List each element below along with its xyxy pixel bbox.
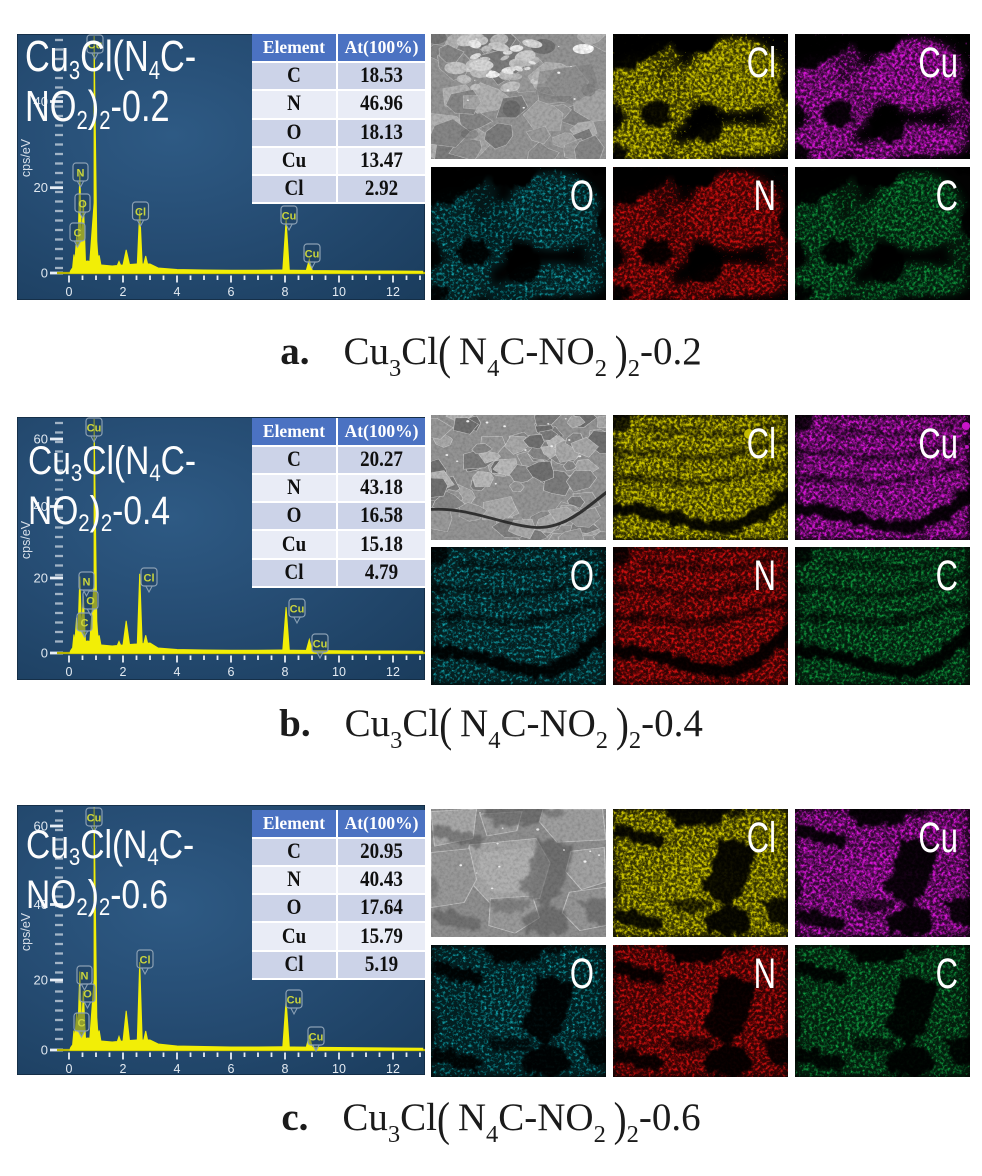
svg-text:O: O	[570, 551, 594, 599]
svg-text:Cu3Cl(N4C-: Cu3Cl(N4C-	[28, 438, 196, 486]
svg-text:C: C	[936, 551, 958, 599]
svg-text:2: 2	[120, 665, 127, 679]
svg-text:8: 8	[282, 285, 289, 299]
svg-text:40: 40	[34, 499, 48, 514]
svg-text:12: 12	[386, 285, 400, 299]
svg-text:NO2)2-0.4: NO2)2-0.4	[28, 488, 170, 536]
svg-text:40: 40	[34, 94, 48, 109]
svg-text:10: 10	[332, 285, 346, 299]
svg-text:N: N	[754, 551, 776, 599]
svg-text:12: 12	[386, 665, 400, 679]
svg-text:N: N	[77, 168, 85, 180]
svg-text:cps/eV: cps/eV	[19, 138, 33, 177]
svg-text:10: 10	[332, 1062, 346, 1075]
svg-text:Cu: Cu	[918, 419, 958, 467]
svg-text:6: 6	[228, 1062, 235, 1075]
svg-text:Cl: Cl	[140, 955, 151, 967]
svg-text:Cu: Cu	[290, 604, 305, 616]
svg-text:20: 20	[34, 571, 48, 586]
svg-text:Cu: Cu	[918, 812, 958, 860]
svg-text:0: 0	[66, 665, 73, 679]
svg-text:6: 6	[228, 665, 235, 679]
svg-text:10: 10	[332, 665, 346, 679]
svg-text:Cu: Cu	[287, 995, 302, 1007]
svg-text:NO2)2-0.6: NO2)2-0.6	[26, 872, 168, 920]
svg-text:0: 0	[41, 646, 48, 661]
svg-text:O: O	[570, 170, 594, 218]
svg-text:12: 12	[386, 1062, 400, 1075]
svg-text:20: 20	[34, 180, 48, 195]
svg-text:0: 0	[66, 285, 73, 299]
svg-text:8: 8	[282, 665, 289, 679]
svg-text:Cu: Cu	[313, 639, 328, 651]
svg-text:4: 4	[174, 285, 181, 299]
svg-text:Cu: Cu	[305, 249, 320, 261]
svg-text:Cu: Cu	[88, 40, 103, 52]
svg-text:O: O	[78, 199, 87, 211]
svg-text:Cu: Cu	[309, 1032, 324, 1044]
svg-text:Cu: Cu	[282, 211, 297, 223]
svg-text:6: 6	[228, 285, 235, 299]
svg-text:N: N	[81, 971, 89, 983]
svg-text:Cl: Cl	[135, 207, 146, 219]
svg-text:2: 2	[120, 1062, 127, 1075]
svg-text:4: 4	[174, 1062, 181, 1075]
svg-text:cps/eV: cps/eV	[19, 520, 33, 559]
svg-text:0: 0	[41, 266, 48, 281]
svg-text:N: N	[754, 948, 776, 996]
svg-text:8: 8	[282, 1062, 289, 1075]
svg-text:N: N	[83, 577, 91, 589]
svg-text:2: 2	[120, 285, 127, 299]
svg-text:C: C	[936, 170, 958, 218]
svg-text:60: 60	[34, 432, 48, 447]
svg-text:0: 0	[41, 1043, 48, 1058]
svg-text:Cu: Cu	[87, 423, 102, 435]
svg-text:C: C	[81, 618, 89, 630]
svg-text:0: 0	[66, 1062, 73, 1075]
svg-text:Cu: Cu	[87, 813, 102, 825]
svg-text:Cu3Cl(N4C-: Cu3Cl(N4C-	[26, 822, 194, 870]
svg-text:O: O	[83, 989, 92, 1001]
svg-text:40: 40	[34, 897, 48, 912]
svg-text:C: C	[74, 228, 82, 240]
svg-text:O: O	[86, 596, 95, 608]
svg-text:60: 60	[34, 819, 48, 834]
svg-text:20: 20	[34, 973, 48, 988]
svg-text:Cu3Cl(N4C-: Cu3Cl(N4C-	[25, 34, 196, 85]
svg-text:Cl: Cl	[747, 812, 776, 860]
svg-text:N: N	[754, 170, 776, 218]
svg-text:O: O	[570, 948, 594, 996]
svg-text:4: 4	[174, 665, 181, 679]
svg-text:C: C	[78, 1018, 86, 1030]
svg-text:Cl: Cl	[747, 38, 776, 86]
svg-text:Cl: Cl	[144, 573, 155, 585]
svg-text:C: C	[936, 948, 958, 996]
svg-text:Cl: Cl	[747, 419, 776, 467]
svg-text:cps/eV: cps/eV	[19, 912, 33, 951]
svg-text:Cu: Cu	[918, 38, 958, 86]
svg-text:NO2)2-0.2: NO2)2-0.2	[25, 82, 170, 135]
